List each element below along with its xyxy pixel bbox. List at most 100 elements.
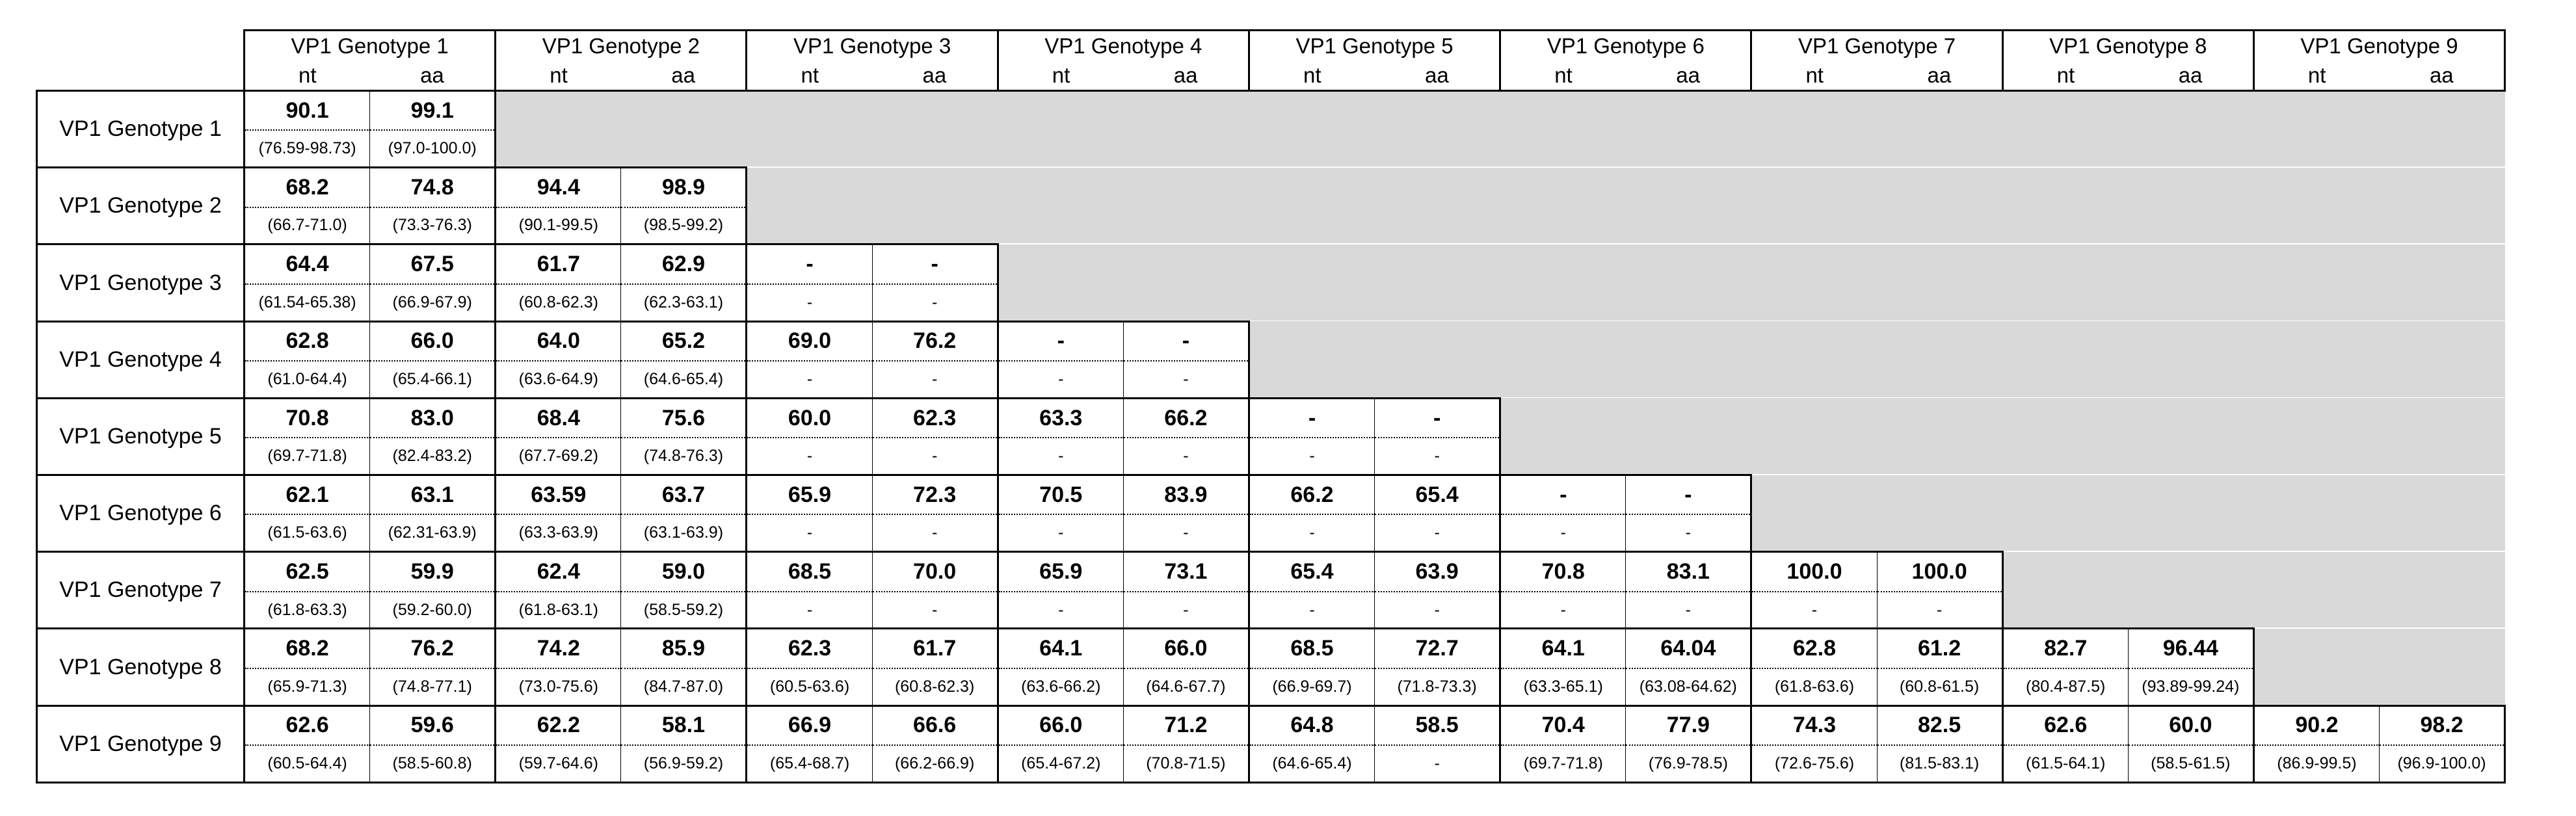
identity-value-nt: - [1499, 474, 1627, 516]
identity-value-aa: 66.0 [369, 320, 497, 362]
identity-range-nt: - [1247, 514, 1375, 553]
column-subheader-aa: aa [1877, 61, 2004, 92]
identity-value-aa: 83.1 [1625, 551, 1753, 592]
identity-range-aa: (62.3-63.1) [620, 283, 748, 322]
identity-range-nt: (65.4-68.7) [745, 745, 873, 783]
identity-range-nt: (69.7-71.8) [243, 438, 371, 477]
identity-range-nt: - [745, 591, 873, 630]
column-header-genotype: VP1 Genotype 2 [494, 29, 748, 62]
identity-value-aa: - [1374, 397, 1502, 439]
empty-matrix-area [495, 90, 2505, 168]
row-header-genotype: VP1 Genotype 4 [36, 320, 245, 399]
identity-range-nt: (61.0-64.4) [243, 360, 371, 399]
identity-range-aa: - [1122, 438, 1250, 477]
identity-range-nt: (66.7-71.0) [243, 207, 371, 246]
row-header-genotype: VP1 Genotype 8 [36, 627, 245, 707]
identity-range-nt: - [745, 438, 873, 477]
identity-value-aa: - [1122, 320, 1250, 362]
identity-range-nt: - [1499, 591, 1627, 630]
identity-range-aa: - [1122, 591, 1250, 630]
identity-value-nt: 74.3 [1750, 704, 1878, 746]
identity-value-aa: 85.9 [620, 627, 748, 669]
identity-value-aa: 65.4 [1374, 474, 1502, 516]
identity-value-nt: 64.0 [494, 320, 622, 362]
identity-range-aa: - [1374, 514, 1502, 553]
identity-value-nt: 61.7 [494, 243, 622, 285]
identity-matrix-table: VP1 Genotype 1 VP1 Genotype 2 VP1 Genotype… [36, 29, 2506, 784]
identity-value-aa: - [1625, 474, 1753, 516]
column-subheader-nt: nt [1499, 61, 1626, 92]
identity-value-nt: 63.59 [494, 474, 622, 516]
identity-range-nt: (86.9-99.5) [2252, 745, 2380, 783]
identity-range-nt: - [1499, 514, 1627, 553]
identity-value-nt: 65.9 [996, 551, 1124, 592]
identity-range-aa: (65.4-66.1) [369, 360, 497, 399]
column-subheader-nt: nt [1750, 61, 1878, 92]
identity-range-aa: - [1122, 360, 1250, 399]
identity-range-aa: (58.5-60.8) [369, 745, 497, 783]
identity-value-nt: 94.4 [494, 166, 622, 208]
identity-range-nt: - [996, 360, 1124, 399]
row-header-genotype: VP1 Genotype 9 [36, 704, 245, 784]
identity-range-aa: - [871, 438, 999, 477]
identity-value-aa: 77.9 [1625, 704, 1753, 746]
identity-value-aa: - [871, 243, 999, 285]
column-subheader-aa: aa [1374, 61, 1502, 92]
identity-range-aa: - [1374, 591, 1502, 630]
identity-value-nt: 64.8 [1247, 704, 1375, 746]
identity-value-nt: 74.2 [494, 627, 622, 669]
identity-range-nt: (73.0-75.6) [494, 668, 622, 707]
identity-value-nt: 62.6 [243, 704, 371, 746]
identity-range-aa: (60.8-62.3) [871, 668, 999, 707]
identity-value-aa: 83.0 [369, 397, 497, 439]
identity-value-nt: - [1247, 397, 1375, 439]
identity-range-nt: (65.9-71.3) [243, 668, 371, 707]
identity-range-nt: (76.59-98.73) [243, 130, 371, 169]
identity-range-nt: (61.8-63.6) [1750, 668, 1878, 707]
identity-value-aa: 61.7 [871, 627, 999, 669]
identity-value-nt: 70.4 [1499, 704, 1627, 746]
identity-value-aa: 71.2 [1122, 704, 1250, 746]
identity-range-nt: - [1247, 591, 1375, 630]
identity-range-aa: (63.08-64.62) [1625, 668, 1753, 707]
row-header-genotype: VP1 Genotype 7 [36, 551, 245, 630]
identity-value-nt: - [996, 320, 1124, 362]
row-header-genotype: VP1 Genotype 2 [36, 166, 245, 246]
identity-value-nt: 66.9 [745, 704, 873, 746]
identity-value-aa: 63.9 [1374, 551, 1502, 592]
empty-matrix-area [1751, 475, 2505, 552]
identity-range-aa: (71.8-73.3) [1374, 668, 1502, 707]
identity-range-aa: (73.3-76.3) [369, 207, 497, 246]
identity-range-nt: (61.5-63.6) [243, 514, 371, 553]
identity-value-nt: 68.5 [1247, 627, 1375, 669]
identity-value-nt: 64.1 [996, 627, 1124, 669]
identity-value-nt: 62.8 [1750, 627, 1878, 669]
identity-range-aa: - [871, 283, 999, 322]
identity-value-nt: 62.4 [494, 551, 622, 592]
identity-value-aa: 74.8 [369, 166, 497, 208]
identity-value-aa: 62.9 [620, 243, 748, 285]
identity-value-aa: 99.1 [369, 90, 497, 131]
identity-value-nt: 62.5 [243, 551, 371, 592]
identity-range-nt: - [1750, 591, 1878, 630]
table-corner [36, 30, 245, 91]
identity-value-nt: 65.4 [1247, 551, 1375, 592]
identity-range-aa: - [1374, 438, 1502, 477]
identity-value-aa: 60.0 [2127, 704, 2255, 746]
identity-value-aa: 66.2 [1122, 397, 1250, 439]
identity-range-aa: (58.5-59.2) [620, 591, 748, 630]
identity-value-aa: 72.3 [871, 474, 999, 516]
column-header-genotype: VP1 Genotype 4 [996, 29, 1250, 62]
identity-range-nt: - [745, 514, 873, 553]
identity-range-aa: (66.9-67.9) [369, 283, 497, 322]
column-subheader-aa: aa [369, 61, 497, 92]
identity-range-nt: (59.7-64.6) [494, 745, 622, 783]
identity-range-nt: (66.9-69.7) [1247, 668, 1375, 707]
column-subheader-aa: aa [2379, 61, 2506, 92]
identity-range-aa: (63.1-63.9) [620, 514, 748, 553]
identity-value-aa: 70.0 [871, 551, 999, 592]
identity-value-aa: 63.7 [620, 474, 748, 516]
identity-range-nt: (65.4-67.2) [996, 745, 1124, 783]
identity-value-nt: 63.3 [996, 397, 1124, 439]
empty-matrix-area [2253, 628, 2505, 706]
